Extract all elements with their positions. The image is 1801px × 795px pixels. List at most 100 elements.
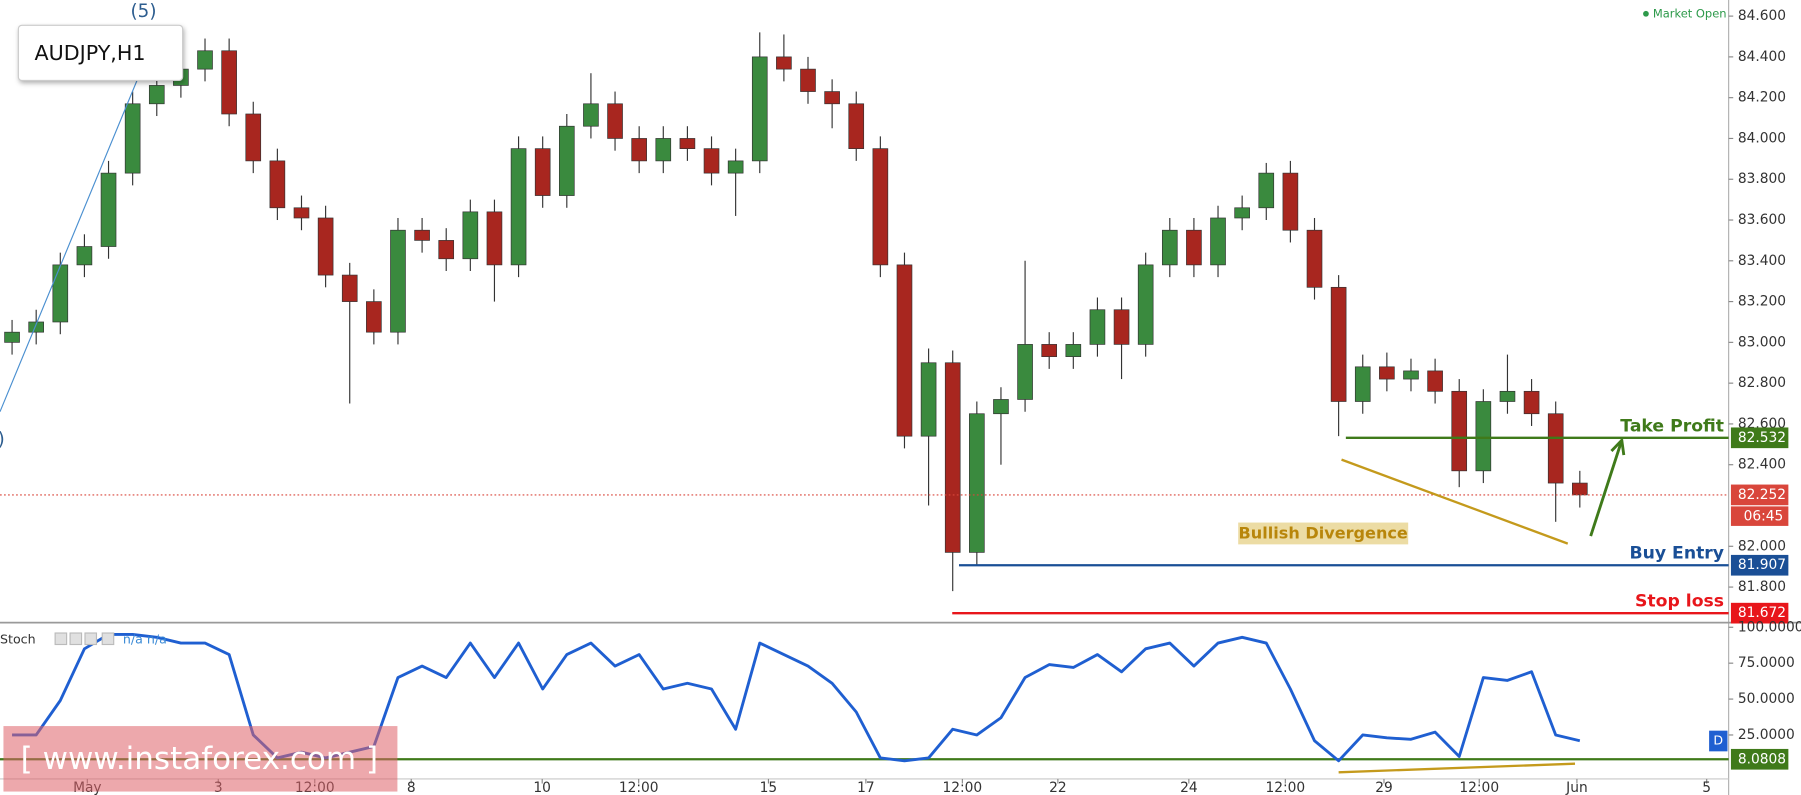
panel-badge: D xyxy=(1713,733,1723,748)
level-name: Buy Entry xyxy=(1629,544,1724,564)
x-tick-label: 12:00 xyxy=(1265,780,1305,795)
candle-body xyxy=(558,125,575,196)
candle-body xyxy=(1137,264,1154,345)
candle-body xyxy=(414,229,430,241)
candle-body xyxy=(969,413,985,553)
y-tick-label: 82.000 xyxy=(1738,538,1786,554)
candle-body xyxy=(1089,309,1106,345)
x-tick-label: 12:00 xyxy=(943,780,983,795)
candle-body xyxy=(727,160,744,174)
badge-box xyxy=(1709,730,1728,752)
candle-body xyxy=(1282,172,1299,231)
y-tick-label: 81.800 xyxy=(1738,579,1786,595)
candle-body xyxy=(848,103,865,149)
wave-label: ) xyxy=(0,429,5,450)
level-box xyxy=(1730,602,1789,624)
candle-body xyxy=(317,217,334,276)
candle-body xyxy=(824,91,840,105)
x-tick-label: 17 xyxy=(857,780,875,795)
candle-body xyxy=(534,148,551,196)
candle-body xyxy=(896,264,913,437)
x-tick-label: 10 xyxy=(533,780,551,795)
candle-body xyxy=(1330,286,1347,402)
candle-body xyxy=(1234,207,1250,219)
watermark: [ www.instaforex.com ] xyxy=(21,741,378,777)
level-box xyxy=(1730,427,1789,449)
candle-body xyxy=(221,50,237,115)
symbol-box xyxy=(17,24,184,81)
candle-body xyxy=(1065,344,1082,357)
candle-body xyxy=(1572,482,1588,496)
candle-body xyxy=(1186,229,1202,266)
candle-body xyxy=(1475,401,1492,472)
candle-body xyxy=(52,264,69,323)
candle-body xyxy=(944,362,961,553)
x-tick-label: 8 xyxy=(407,780,416,795)
stoch-level-label: 8.0808 xyxy=(1738,751,1786,767)
trend-line xyxy=(1341,458,1569,545)
x-tick-label: Jun xyxy=(1565,780,1588,795)
candle-body xyxy=(1451,390,1468,472)
x-tick-label: 22 xyxy=(1049,780,1067,795)
y-tick-label: 84.400 xyxy=(1738,49,1786,65)
candle-body xyxy=(1379,366,1395,380)
x-tick-label: 15 xyxy=(760,780,778,795)
stoch-tick-label: 50.0000 xyxy=(1738,691,1795,707)
candle-body xyxy=(1041,344,1058,357)
candle-body xyxy=(341,274,358,302)
x-tick-label: 5 xyxy=(1702,780,1711,795)
y-tick-label: 84.600 xyxy=(1738,8,1786,24)
candle-body xyxy=(28,321,44,333)
current-price-label: 82.252 xyxy=(1738,487,1786,503)
candle-body xyxy=(1523,390,1540,415)
level-name: Take Profit xyxy=(1620,416,1724,436)
candle-body xyxy=(1306,229,1323,288)
candle-body xyxy=(1161,229,1178,266)
y-tick-label: 83.600 xyxy=(1738,212,1786,228)
candle-body xyxy=(872,148,889,266)
candle-body xyxy=(993,399,1009,415)
candle-body xyxy=(631,138,647,162)
y-tick-label: 82.800 xyxy=(1738,375,1786,391)
annotation-box xyxy=(1238,522,1409,545)
level-value: 82.532 xyxy=(1738,430,1786,446)
y-tick-label: 84.200 xyxy=(1738,90,1786,106)
wave-label: (5) xyxy=(131,1,157,22)
watermark-box xyxy=(3,726,398,792)
candle-body xyxy=(1403,370,1419,380)
x-tick-label: 12:00 xyxy=(619,780,659,795)
stoch-tick-label: 25.0000 xyxy=(1738,727,1795,743)
symbol: AUDJPY,H1 xyxy=(34,41,145,65)
candle-body xyxy=(462,211,479,260)
arrow-head xyxy=(1610,437,1626,456)
candle-body xyxy=(1354,366,1371,402)
y-tick-label: 84.000 xyxy=(1738,130,1786,146)
stoch-tick-label: 100.0000 xyxy=(1738,619,1801,635)
candle-body xyxy=(583,103,599,127)
level-value: 81.672 xyxy=(1738,605,1786,621)
y-tick-label: 83.400 xyxy=(1738,253,1786,269)
y-tick-label: 82.400 xyxy=(1738,457,1786,473)
x-tick-label: 24 xyxy=(1180,780,1198,795)
candle-body xyxy=(1210,217,1226,266)
candle-body xyxy=(703,148,720,174)
candle-body xyxy=(607,103,623,139)
candle-body xyxy=(293,207,310,219)
candle-body xyxy=(751,56,768,162)
market-status: Market Open xyxy=(1653,6,1727,20)
candle-body xyxy=(776,56,792,70)
legend-icon xyxy=(69,632,83,646)
y-tick-label: 83.800 xyxy=(1738,171,1786,187)
candle-body xyxy=(245,113,262,162)
legend-icon xyxy=(84,632,98,646)
legend-icon xyxy=(54,632,68,646)
countdown-box xyxy=(1730,506,1789,526)
trend-line xyxy=(1338,762,1576,774)
candle-body xyxy=(679,138,696,149)
candle-body xyxy=(510,148,527,266)
candle-body xyxy=(100,172,117,247)
countdown-label: 06:45 xyxy=(1744,509,1784,525)
status-dot xyxy=(1643,10,1649,17)
candle-body xyxy=(1017,344,1033,400)
